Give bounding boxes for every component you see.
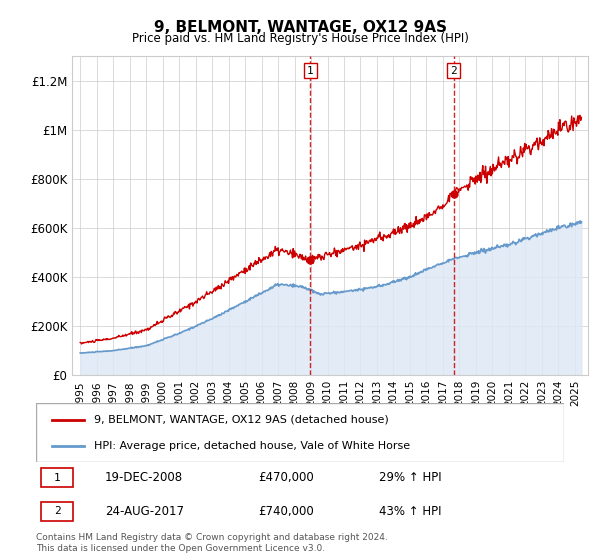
Text: 9, BELMONT, WANTAGE, OX12 9AS: 9, BELMONT, WANTAGE, OX12 9AS	[154, 20, 446, 35]
Text: 1: 1	[54, 473, 61, 483]
Text: 29% ↑ HPI: 29% ↑ HPI	[379, 471, 442, 484]
Text: 2: 2	[450, 66, 457, 76]
Text: 19-DEC-2008: 19-DEC-2008	[104, 471, 183, 484]
Text: 2: 2	[54, 506, 61, 516]
Text: 24-AUG-2017: 24-AUG-2017	[104, 505, 184, 517]
Text: 1: 1	[307, 66, 314, 76]
Text: 43% ↑ HPI: 43% ↑ HPI	[379, 505, 442, 517]
FancyBboxPatch shape	[41, 502, 73, 521]
Text: £470,000: £470,000	[258, 471, 314, 484]
Text: £740,000: £740,000	[258, 505, 314, 517]
FancyBboxPatch shape	[36, 403, 564, 462]
Text: 9, BELMONT, WANTAGE, OX12 9AS (detached house): 9, BELMONT, WANTAGE, OX12 9AS (detached …	[94, 414, 389, 424]
Text: Price paid vs. HM Land Registry's House Price Index (HPI): Price paid vs. HM Land Registry's House …	[131, 32, 469, 45]
FancyBboxPatch shape	[41, 468, 73, 487]
Text: HPI: Average price, detached house, Vale of White Horse: HPI: Average price, detached house, Vale…	[94, 441, 410, 451]
Text: Contains HM Land Registry data © Crown copyright and database right 2024.
This d: Contains HM Land Registry data © Crown c…	[36, 533, 388, 553]
